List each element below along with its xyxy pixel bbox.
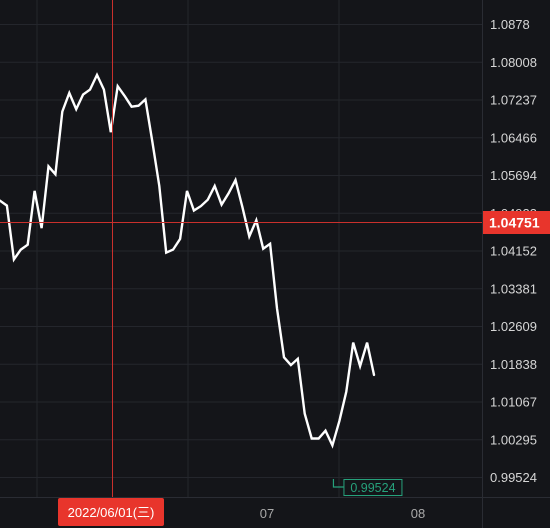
y-tick-label: 1.08008 [490, 55, 537, 70]
low-marker-box [343, 479, 403, 496]
y-tick-label: 1.0878 [490, 17, 530, 32]
crosshair-date-label-bg [58, 498, 164, 526]
low-marker-label: 0.99524 [350, 481, 395, 495]
y-tick-label: 1.03381 [490, 281, 537, 296]
crosshair-price-label: 1.04751 [489, 215, 540, 231]
price-line-series [0, 72, 376, 449]
y-tick-label: 1.04152 [490, 244, 537, 259]
y-tick-label: 1.06466 [490, 130, 537, 145]
y-tick-label: 1.00295 [490, 432, 537, 447]
y-tick-label: 1.02609 [490, 319, 537, 334]
y-tick-label: 1.07237 [490, 93, 537, 108]
y-tick-label: 1.01067 [490, 395, 537, 410]
crosshair-date-label: 2022/06/01(三) [68, 505, 155, 520]
low-marker-connector [332, 479, 344, 488]
x-tick-label: 07 [260, 506, 274, 521]
crosshair-price-label-bg [483, 211, 550, 234]
y-tick-label: 1.01838 [490, 357, 537, 372]
x-tick-label: 08 [411, 506, 425, 521]
y-tick-label: 1.05694 [490, 168, 537, 183]
y-tick-label: 0.99524 [490, 470, 537, 485]
